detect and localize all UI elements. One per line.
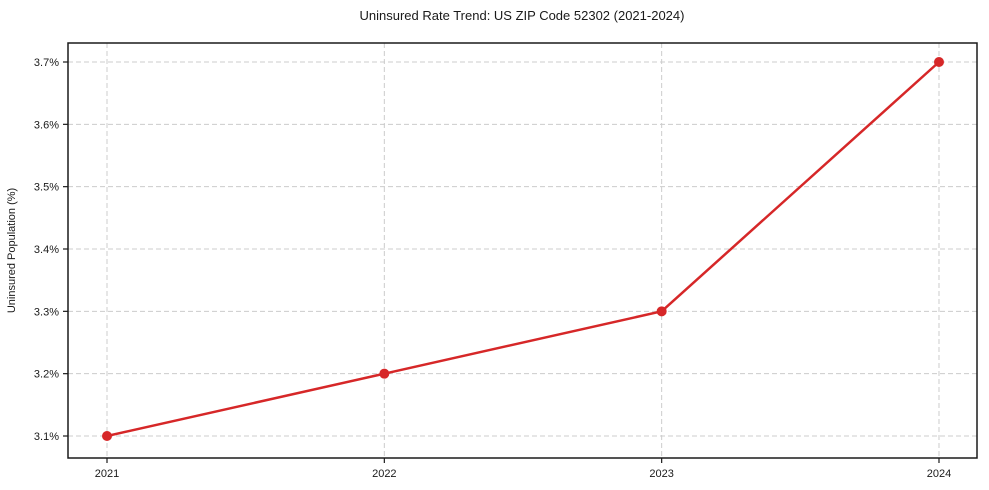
- line-series: [102, 57, 944, 441]
- x-tick-label: 2022: [372, 468, 396, 480]
- y-tick-label: 3.5%: [34, 182, 59, 194]
- y-tick-label: 3.1%: [34, 431, 59, 443]
- y-tick-label: 3.4%: [34, 244, 59, 256]
- axis-ticks: [63, 61, 940, 463]
- data-point-marker: [656, 306, 667, 317]
- y-tick-label: 3.2%: [34, 369, 59, 381]
- y-axis-label: Uninsured Population (%): [6, 188, 18, 313]
- plot-border: [67, 42, 978, 459]
- axis-tick-labels: 3.1% 3.2% 3.3% 3.4% 3.5% 3.6% 3.7% 2021 2022 2023…: [34, 57, 951, 480]
- data-point-marker: [379, 368, 390, 379]
- chart-title: Uninsured Rate Trend: US ZIP Code 52302 …: [360, 8, 685, 23]
- x-tick-label: 2024: [927, 468, 951, 480]
- trend-line: [105, 60, 941, 438]
- data-point-marker: [933, 57, 944, 68]
- plot-spines: [67, 42, 978, 459]
- x-tick-label: 2023: [649, 468, 673, 480]
- y-tick-label: 3.7%: [34, 57, 59, 69]
- gridlines: [68, 43, 977, 458]
- x-tick-label: 2021: [95, 468, 119, 480]
- y-tick-label: 3.3%: [34, 306, 59, 318]
- data-point-marker: [102, 431, 112, 441]
- y-tick-label: 3.6%: [34, 119, 59, 131]
